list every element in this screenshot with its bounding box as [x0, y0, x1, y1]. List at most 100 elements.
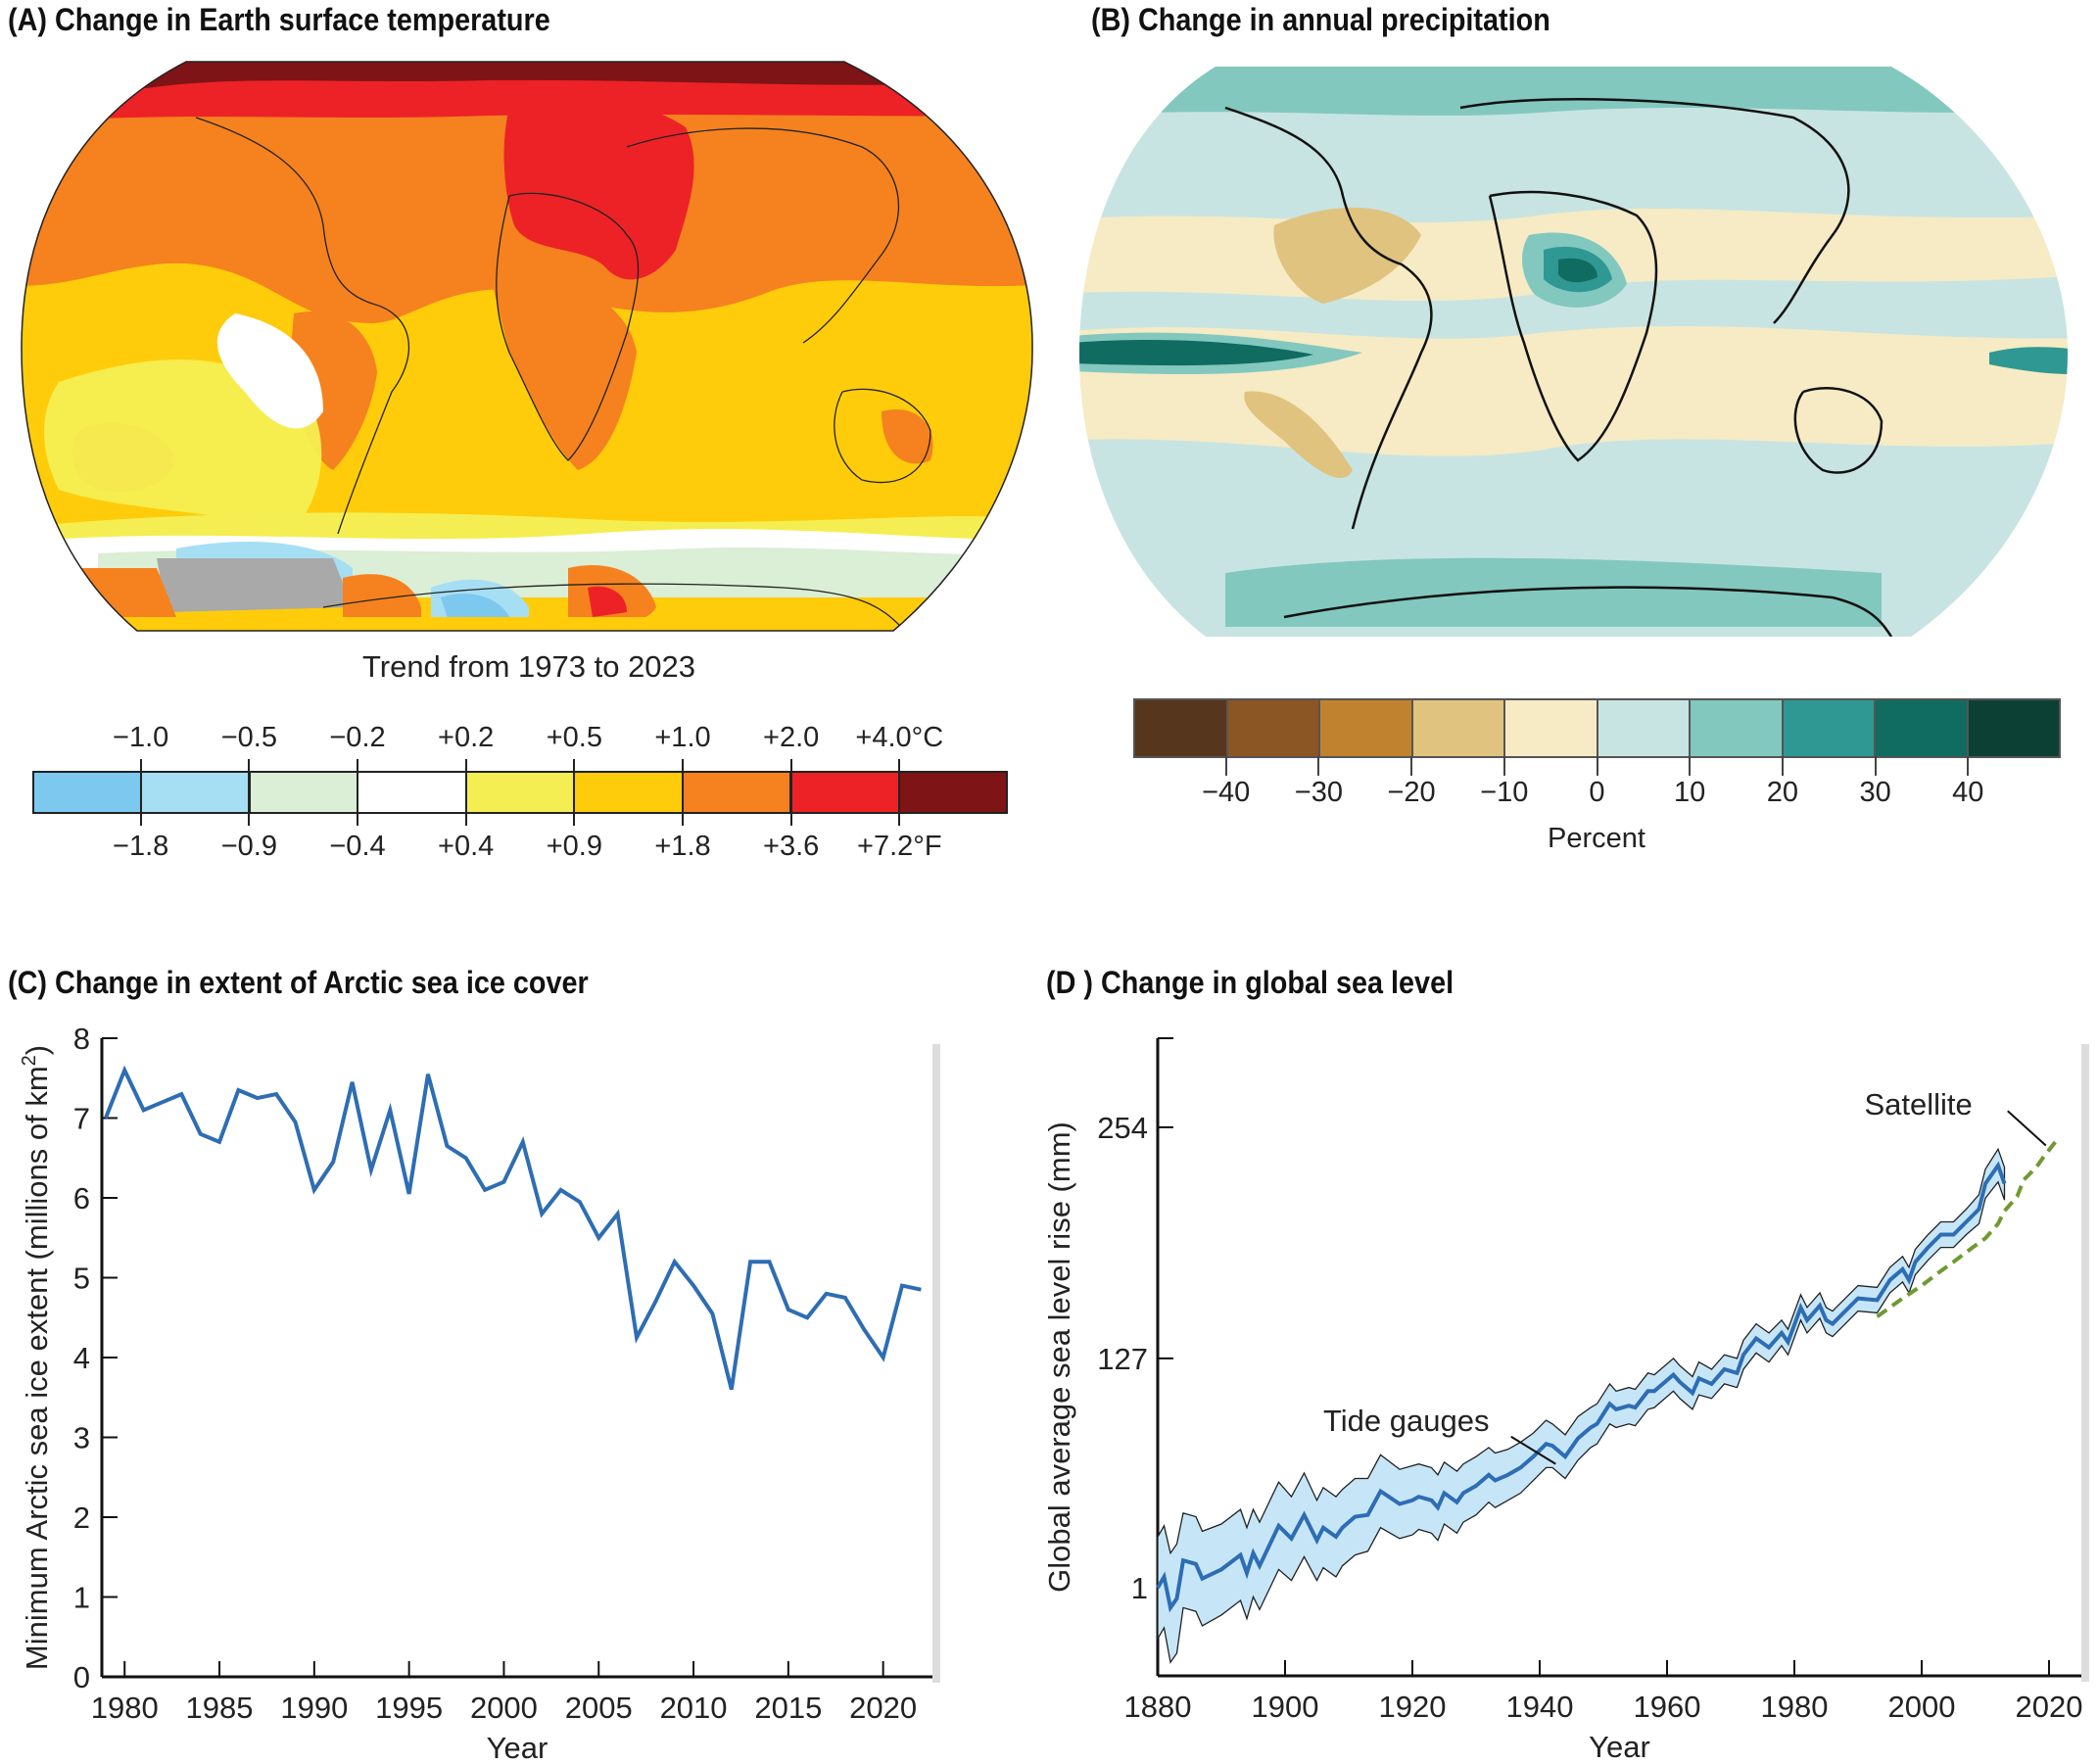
trend-caption: Trend from 1973 to 2023: [361, 649, 696, 684]
legend-tick: [1317, 756, 1320, 776]
legend-tick: [1410, 756, 1413, 776]
x-tick-label: 1960: [1634, 1690, 1701, 1724]
precipitation-legend-swatch: [1318, 700, 1411, 756]
precipitation-legend-bar: [1133, 698, 2061, 758]
plot-area: [102, 1038, 932, 1677]
precipitation-legend-swatch: [1689, 700, 1782, 756]
y-tick-label: 127: [1097, 1342, 1148, 1376]
satellite-line: [1876, 1140, 2058, 1318]
x-tick-label: 2005: [565, 1691, 633, 1725]
panel-a-title: (A) Change in Earth surface temperature: [8, 2, 550, 37]
celsius-label: +0.2: [438, 722, 495, 753]
x-tick-label: 1980: [1761, 1690, 1829, 1724]
legend-tick: [139, 759, 142, 826]
fahrenheit-label: −0.4: [329, 831, 386, 862]
y-axis-label: Global average sea level rise (mm): [1042, 1121, 1076, 1593]
x-tick-label: 1920: [1379, 1690, 1447, 1724]
legend-tick: [1502, 756, 1505, 776]
y-tick-label: 1: [73, 1581, 90, 1615]
celsius-label: +1.0: [654, 722, 711, 753]
temperature-legend-swatch: [248, 773, 358, 812]
celsius-label: −0.5: [220, 722, 277, 753]
x-tick-label: 2010: [660, 1691, 728, 1725]
panel-b-title: (B) Change in annual precipitation: [1091, 2, 1550, 37]
precipitation-legend-unit: Percent: [1548, 823, 1645, 854]
x-axis-label: Year: [1589, 1730, 1650, 1764]
y-tick-label: 4: [73, 1341, 90, 1375]
x-tick-label: 1940: [1506, 1690, 1574, 1724]
panel-d-title: (D ) Change in global sea level: [1046, 965, 1454, 1000]
temperature-legend-swatch: [789, 773, 898, 812]
satellite-leader: [2007, 1110, 2047, 1147]
y-tick-label: 3: [73, 1421, 90, 1455]
legend-tick: [1224, 756, 1227, 776]
legend-tick: [357, 759, 358, 826]
fahrenheit-label: +7.2°F: [857, 831, 942, 862]
plot-area: [1158, 1038, 2081, 1676]
percent-label: 0: [1589, 777, 1605, 808]
legend-tick: [1689, 756, 1692, 776]
x-axis-label: Year: [487, 1731, 548, 1764]
fahrenheit-label: +3.6: [763, 831, 820, 862]
x-tick-label: 2020: [2016, 1690, 2083, 1724]
legend-tick: [1967, 756, 1970, 776]
tide-gauge-uncertainty-band: [1157, 1147, 2006, 1664]
sea-ice-chart: 0 1 2 3 4 5 6 7 8 1980 1985 1990 1995 2000 2005 2010 201…: [19, 1022, 940, 1764]
percent-label: −10: [1480, 777, 1529, 808]
y-tick-label: 0: [73, 1660, 90, 1694]
temperature-legend-swatch: [34, 773, 141, 812]
percent-label: 10: [1674, 777, 1706, 808]
x-tick-label: 1990: [280, 1691, 348, 1725]
percent-label: −40: [1202, 777, 1251, 808]
y-tick-label: 2: [73, 1501, 90, 1535]
legend-tick: [248, 759, 251, 826]
fahrenheit-label: +0.9: [546, 831, 602, 862]
y-tick-label: 8: [73, 1022, 90, 1056]
fahrenheit-label: +1.8: [654, 831, 711, 862]
percent-label: 40: [1952, 777, 1984, 808]
legend-tick: [1596, 756, 1598, 776]
legend-tick: [682, 759, 684, 826]
temperature-legend-swatch: [464, 773, 574, 812]
fahrenheit-label: −0.9: [220, 831, 277, 862]
precipitation-legend-swatch: [1596, 700, 1689, 756]
panel-c-title: (C) Change in extent of Arctic sea ice c…: [8, 965, 589, 1000]
temperature-legend-swatch: [357, 773, 465, 812]
fahrenheit-label: +0.4: [438, 831, 495, 862]
x-tick-label: 1995: [375, 1691, 443, 1725]
percent-label: −20: [1387, 777, 1436, 808]
precipitation-legend-swatch: [1135, 700, 1226, 756]
fahrenheit-label: −1.8: [113, 831, 169, 862]
legend-tick: [1874, 756, 1877, 776]
x-tick-label: 2000: [470, 1691, 538, 1725]
legend-tick: [1781, 756, 1784, 776]
tide-gauge-line: [1156, 1161, 2007, 1613]
precipitation-legend-swatch: [1781, 700, 1874, 756]
celsius-label: −1.0: [113, 722, 169, 753]
y-tick-label: 254: [1097, 1111, 1148, 1145]
temperature-map: [21, 61, 1033, 632]
percent-label: −30: [1294, 777, 1343, 808]
celsius-label: +4.0°C: [855, 722, 944, 753]
precipitation-legend-swatch: [1503, 700, 1597, 756]
y-tick-label: 6: [73, 1181, 90, 1216]
y-tick-label: 1: [1131, 1571, 1148, 1605]
celsius-label: +2.0: [763, 722, 820, 753]
x-tick-label: 2020: [849, 1691, 917, 1725]
temperature-legend-bar: [32, 771, 1008, 814]
x-tick-label: 1980: [91, 1691, 159, 1725]
y-tick-label: 5: [73, 1262, 90, 1296]
satellite-annotation: Satellite: [1865, 1087, 1973, 1121]
percent-label: 20: [1766, 777, 1799, 808]
celsius-label: +0.5: [546, 722, 602, 753]
x-tick-label: 2015: [754, 1691, 822, 1725]
map-a-outline: [21, 61, 1033, 632]
sea-level-chart: 1 127 254 1880 1900 1920 1940 1960 1980 2000 2020 Y…: [1042, 1037, 2089, 1764]
tide-gauges-leader: [1510, 1435, 1556, 1465]
temperature-legend-swatch: [140, 773, 249, 812]
tide-gauges-annotation: Tide gauges: [1323, 1404, 1489, 1438]
precipitation-legend-swatch: [1874, 700, 1967, 756]
temperature-field: [22, 62, 1033, 631]
celsius-label: −0.2: [329, 722, 386, 753]
legend-tick: [464, 759, 467, 826]
